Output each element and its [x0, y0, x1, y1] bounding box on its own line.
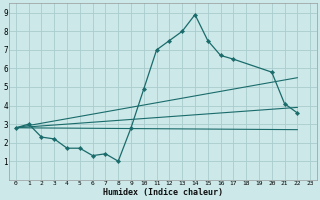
- X-axis label: Humidex (Indice chaleur): Humidex (Indice chaleur): [103, 188, 223, 197]
